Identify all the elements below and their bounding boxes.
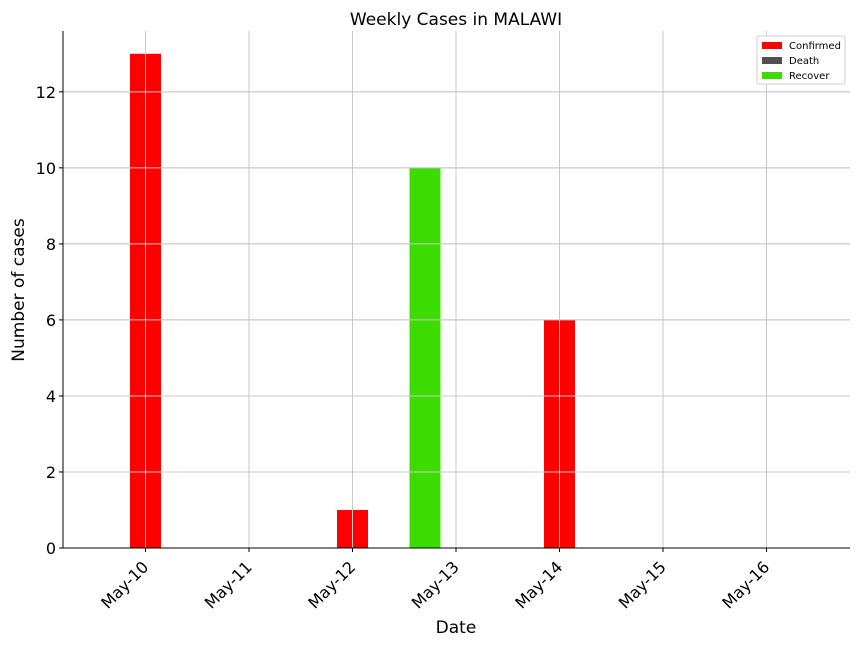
y-axis-ticks: 0 2 4 6 8 10 12 — [36, 83, 63, 558]
y-tick-label: 0 — [46, 539, 56, 558]
y-tick-label: 8 — [46, 235, 56, 254]
y-tick-label: 10 — [36, 159, 56, 178]
y-tick-label: 2 — [46, 463, 56, 482]
y-axis-title: Number of cases — [9, 218, 29, 362]
x-tick-label: May-11 — [201, 557, 256, 612]
legend-label-death: Death — [789, 56, 819, 67]
x-tick-label: May-15 — [615, 557, 670, 612]
y-tick-label: 6 — [46, 311, 56, 330]
x-tick-label: May-13 — [408, 557, 463, 612]
grid-overlay — [63, 31, 850, 549]
legend-label-recover: Recover — [789, 71, 830, 82]
legend-swatch-death — [762, 57, 782, 64]
x-tick-label: May-16 — [718, 557, 773, 612]
bars — [63, 31, 850, 549]
legend: Confirmed Death Recover — [756, 35, 846, 85]
x-tick-label: May-10 — [97, 557, 152, 612]
y-tick-label: 4 — [46, 387, 56, 406]
legend-swatch-recover — [762, 72, 782, 79]
x-tick-label: May-14 — [511, 557, 566, 612]
chart-title: Weekly Cases in MALAWI — [350, 10, 562, 30]
x-axis-ticks: May-10 May-11 May-12 May-13 May-14 May-15 May-… — [97, 548, 773, 613]
y-tick-label: 12 — [36, 83, 56, 102]
legend-swatch-confirmed — [762, 42, 782, 49]
legend-label-confirmed: Confirmed — [789, 41, 841, 52]
x-tick-label: May-12 — [304, 557, 359, 612]
x-axis-title: Date — [436, 618, 477, 638]
bar-recover — [409, 167, 441, 548]
